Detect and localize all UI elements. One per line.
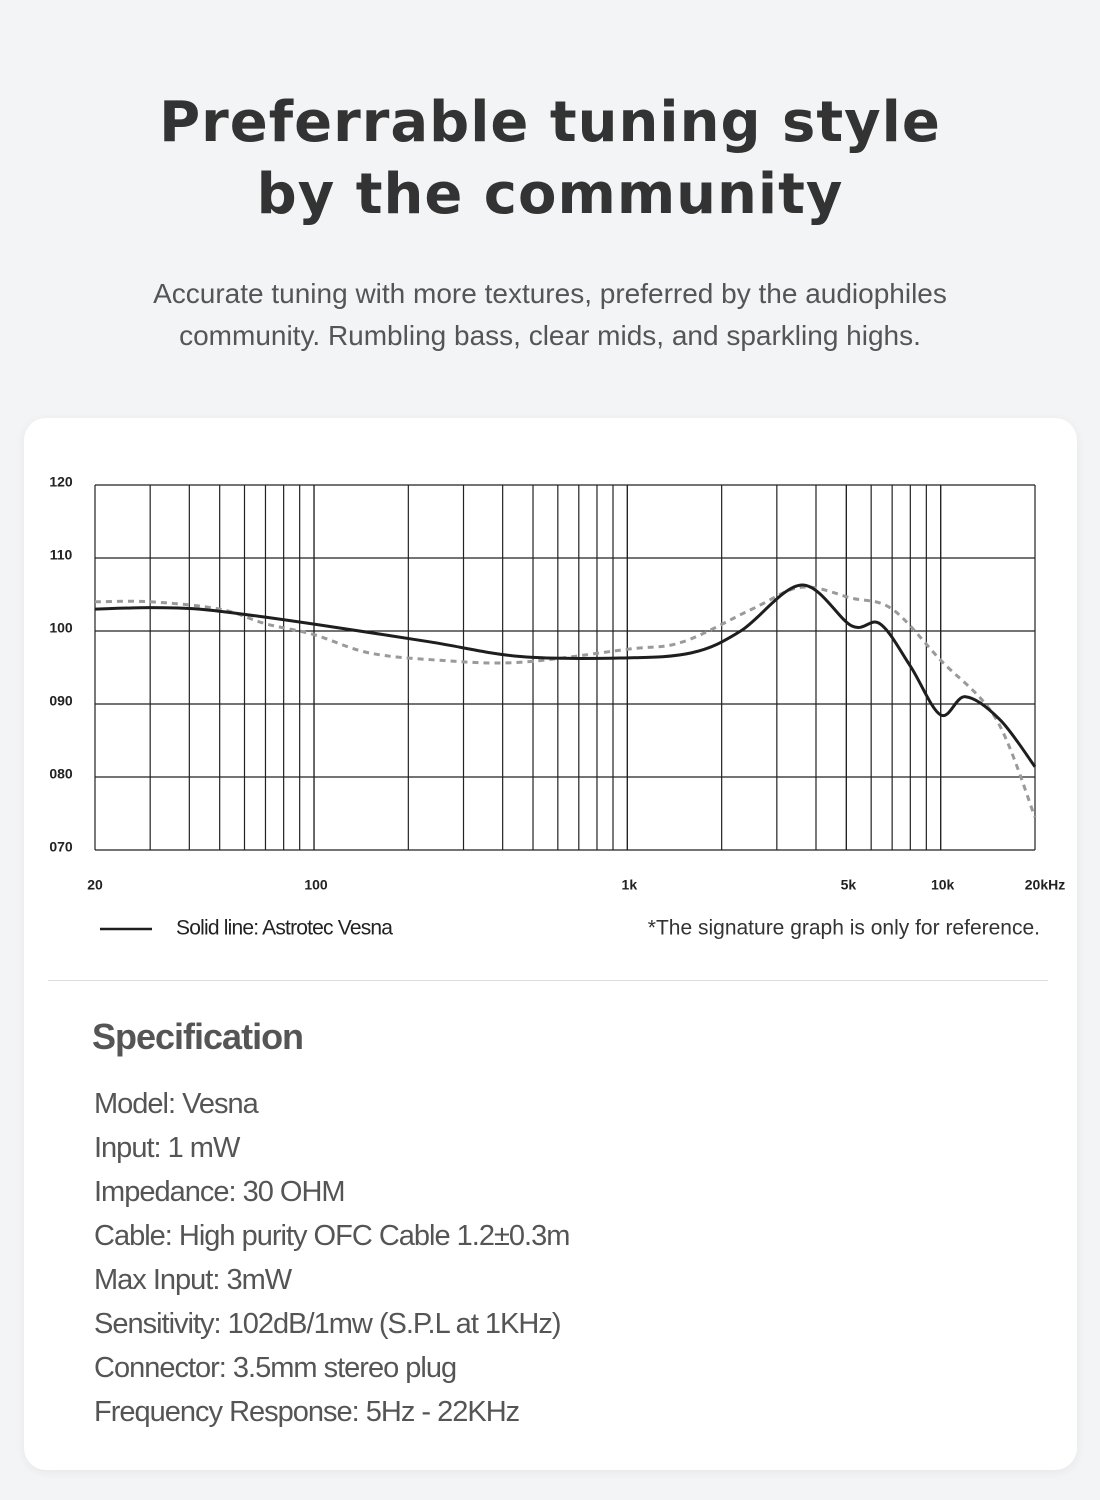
divider — [48, 980, 1048, 981]
spec-item: Connector: 3.5mm stereo plug — [94, 1352, 457, 1384]
title: Preferrable tuning style — [159, 90, 941, 155]
card — [24, 418, 1077, 1470]
spec-title: Specification — [92, 1016, 304, 1057]
x-tick-label: 20kHz — [1025, 877, 1065, 893]
title: by the community — [256, 162, 844, 227]
series-line — [94, 585, 1037, 818]
spec-item: Model: Vesna — [94, 1088, 259, 1120]
x-tick-label: 10k — [931, 877, 955, 893]
spec-item: Cable: High purity OFC Cable 1.2±0.3m — [94, 1220, 570, 1252]
y-tick-label: 080 — [49, 766, 73, 782]
x-tick-label: 5k — [841, 877, 857, 893]
legend-label: Solid line: Astrotec Vesna — [176, 917, 393, 940]
spec-item: Sensitivity: 102dB/1mw (S.P.L at 1KHz) — [94, 1308, 561, 1340]
y-tick-label: 120 — [49, 474, 73, 490]
x-tick-label: 20 — [87, 877, 103, 893]
y-tick-label: 070 — [49, 839, 73, 855]
y-tick-label: 100 — [49, 620, 73, 636]
spec-item: Input: 1 mW — [94, 1132, 240, 1164]
series-line — [94, 583, 1037, 768]
spec-item: Impedance: 30 OHM — [94, 1176, 346, 1208]
subtitle: community. Rumbling bass, clear mids, an… — [179, 320, 921, 351]
subtitle: Accurate tuning with more textures, pref… — [153, 278, 947, 309]
y-tick-label: 110 — [50, 547, 73, 563]
x-tick-label: 100 — [304, 877, 328, 893]
y-tick-label: 090 — [49, 693, 73, 709]
x-tick-label: 1k — [622, 877, 638, 893]
chart: *The signature graph is only for referen… — [49, 474, 1065, 940]
spec-item: Max Input: 3mW — [94, 1264, 292, 1296]
chart-note: *The signature graph is only for referen… — [648, 917, 1040, 940]
spec-item: Frequency Response: 5Hz - 22KHz — [94, 1396, 520, 1428]
